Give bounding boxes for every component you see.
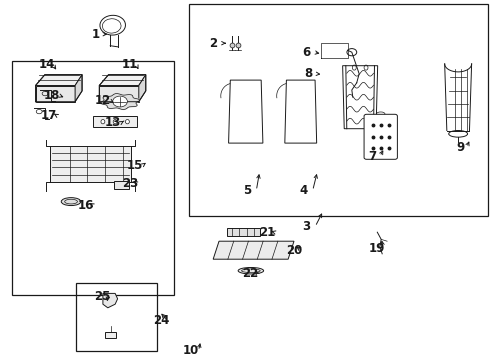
Bar: [93, 116, 137, 127]
Bar: [12, 61, 174, 295]
Polygon shape: [228, 80, 263, 143]
Bar: [114, 181, 129, 189]
Polygon shape: [35, 75, 82, 85]
Text: 4: 4: [300, 184, 308, 197]
Text: 3: 3: [302, 220, 310, 233]
Text: 16: 16: [77, 199, 94, 212]
Text: 14: 14: [38, 58, 55, 71]
Text: 19: 19: [369, 242, 386, 255]
Text: 23: 23: [122, 177, 138, 190]
Text: 20: 20: [286, 244, 302, 257]
Bar: [189, 4, 488, 216]
Polygon shape: [99, 85, 139, 102]
Ellipse shape: [125, 120, 129, 124]
Ellipse shape: [61, 198, 81, 206]
Text: 22: 22: [242, 267, 258, 280]
Bar: [105, 332, 116, 338]
Ellipse shape: [113, 120, 117, 124]
Ellipse shape: [449, 130, 467, 137]
Text: 8: 8: [305, 67, 313, 80]
Bar: [227, 228, 260, 236]
Bar: [76, 283, 157, 351]
Polygon shape: [213, 241, 294, 259]
Polygon shape: [285, 80, 317, 143]
Text: 9: 9: [457, 141, 465, 154]
Polygon shape: [50, 146, 131, 182]
Polygon shape: [35, 85, 75, 102]
Text: 17: 17: [41, 109, 57, 122]
Text: 12: 12: [95, 94, 111, 107]
Text: 6: 6: [302, 46, 310, 59]
Text: 25: 25: [94, 291, 110, 303]
Text: 15: 15: [126, 159, 143, 172]
Polygon shape: [100, 94, 140, 109]
FancyBboxPatch shape: [364, 114, 397, 159]
Ellipse shape: [101, 120, 105, 124]
Polygon shape: [75, 75, 82, 102]
Text: 10: 10: [183, 345, 199, 357]
Text: 1: 1: [92, 28, 99, 41]
Text: 13: 13: [104, 116, 121, 129]
Text: 18: 18: [43, 89, 60, 102]
Polygon shape: [139, 75, 146, 102]
Text: 7: 7: [368, 150, 376, 163]
Text: 2: 2: [209, 37, 217, 50]
Text: 21: 21: [259, 226, 275, 239]
Circle shape: [113, 96, 127, 107]
Ellipse shape: [238, 267, 264, 274]
Polygon shape: [99, 75, 146, 85]
Text: 5: 5: [244, 184, 251, 197]
Text: 24: 24: [153, 314, 170, 327]
Text: 11: 11: [122, 58, 138, 71]
Polygon shape: [103, 293, 118, 308]
